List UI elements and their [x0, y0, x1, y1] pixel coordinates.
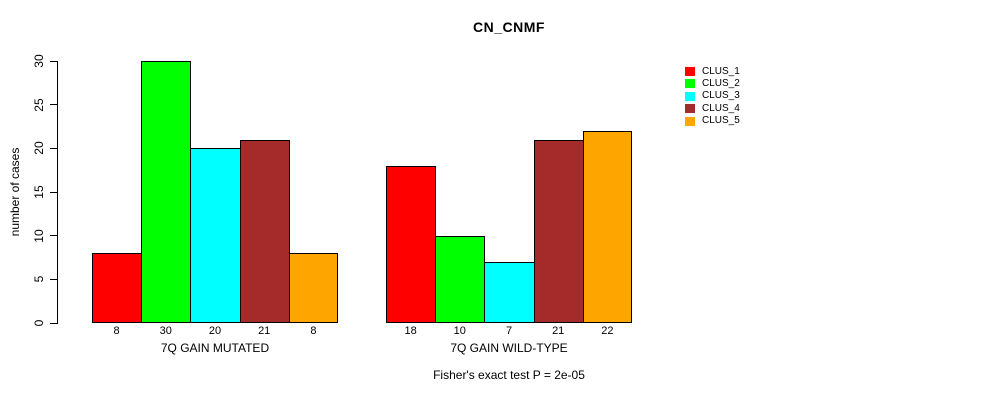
- group-label: 7Q GAIN MUTATED: [160, 341, 270, 355]
- legend-swatch: [685, 79, 695, 89]
- y-axis-tick: [50, 235, 57, 237]
- group-label: 7Q GAIN WILD-TYPE: [450, 341, 568, 355]
- legend-swatch: [685, 91, 695, 101]
- y-axis-label: number of cases: [8, 147, 22, 237]
- legend-item: CLUS_4: [685, 103, 740, 115]
- y-axis-tick-label: 15: [32, 185, 46, 199]
- legend-item: CLUS_3: [685, 90, 740, 102]
- bar: [239, 139, 290, 323]
- bar-value-label: 8: [113, 325, 120, 337]
- y-axis-tick-label: 10: [32, 228, 46, 243]
- bar-value-label: 10: [453, 325, 466, 337]
- y-axis-tick: [50, 147, 57, 149]
- y-axis-tick: [50, 322, 57, 324]
- y-axis-tick: [50, 60, 57, 62]
- bar: [92, 253, 143, 323]
- y-axis-tick: [50, 104, 57, 106]
- bar: [190, 148, 241, 323]
- bar-value-label: 7: [505, 325, 513, 337]
- bar-value-label: 18: [404, 325, 417, 337]
- y-axis-tick-label: 5: [32, 275, 46, 283]
- legend-label: CLUS_4: [702, 102, 740, 114]
- bar-value-label: 30: [159, 325, 172, 337]
- legend-label: CLUS_3: [702, 90, 740, 102]
- y-axis-tick: [50, 278, 57, 280]
- bar-value-label: 21: [552, 325, 565, 337]
- y-axis-tick-label: 0: [32, 319, 46, 327]
- y-axis-line: [57, 61, 58, 324]
- bar: [533, 139, 584, 323]
- legend-label: CLUS_1: [702, 65, 740, 77]
- legend-label: CLUS_2: [702, 77, 740, 89]
- legend-swatch: [685, 104, 695, 114]
- legend-swatch: [685, 116, 695, 126]
- legend-label: CLUS_5: [702, 115, 740, 127]
- annotation-text: Fisher's exact test P = 2e-05: [433, 368, 585, 382]
- legend-item: CLUS_1: [685, 66, 740, 78]
- y-axis-tick-label: 25: [32, 97, 46, 112]
- bar-value-label: 22: [601, 325, 614, 337]
- bar-value-label: 20: [208, 325, 222, 337]
- legend-item: CLUS_2: [685, 78, 740, 90]
- y-axis-tick-label: 20: [32, 141, 46, 156]
- y-axis-tick: [50, 191, 57, 193]
- bar-value-label: 8: [310, 325, 317, 337]
- bar-value-label: 21: [258, 325, 271, 337]
- legend-item: CLUS_5: [685, 115, 740, 127]
- y-axis-tick-label: 30: [32, 54, 46, 68]
- bar: [435, 235, 486, 323]
- bar: [484, 261, 535, 323]
- bar: [141, 61, 192, 323]
- bar: [582, 130, 632, 323]
- bar: [288, 253, 338, 323]
- legend-swatch: [685, 67, 695, 76]
- chart-title: CN_CNMF: [473, 19, 545, 35]
- bar: [386, 165, 437, 323]
